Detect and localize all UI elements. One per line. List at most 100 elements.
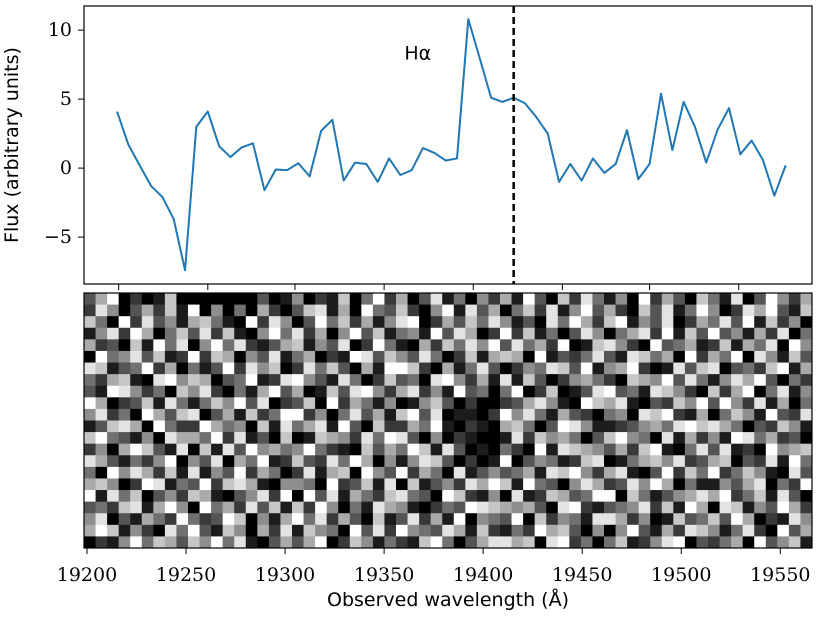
image-pixel	[604, 316, 616, 329]
image-pixel	[557, 536, 570, 549]
image-pixel	[592, 443, 605, 456]
image-pixel	[176, 350, 189, 363]
image-pixel	[569, 293, 582, 305]
image-pixel	[442, 490, 455, 503]
image-pixel	[349, 339, 362, 352]
image-pixel	[661, 420, 674, 433]
image-pixel	[292, 536, 304, 549]
image-pixel	[754, 478, 767, 491]
image-pixel	[788, 362, 801, 375]
image-pixel	[546, 536, 559, 549]
image-pixel	[442, 339, 455, 352]
image-pixel	[141, 501, 154, 514]
image-pixel	[141, 362, 154, 375]
image-pixel	[673, 513, 686, 526]
image-pixel	[661, 293, 674, 305]
image-pixel	[268, 327, 281, 340]
image-pixel	[511, 513, 524, 526]
image-pixel	[546, 443, 559, 456]
image-pixel	[257, 501, 270, 514]
image-pixel	[684, 420, 697, 433]
image-pixel	[638, 293, 651, 305]
image-pixel	[84, 501, 96, 514]
image-pixel	[719, 420, 732, 433]
image-pixel	[430, 455, 443, 468]
image-pixel	[130, 466, 143, 479]
image-pixel	[488, 490, 501, 503]
image-pixel	[754, 466, 767, 479]
image-pixel	[245, 478, 258, 491]
image-pixel	[696, 362, 709, 375]
image-pixel	[476, 524, 489, 537]
image-pixel	[245, 350, 258, 363]
image-pixel	[500, 327, 512, 340]
image-pixel	[546, 350, 559, 363]
image-pixel	[164, 420, 177, 433]
image-pixel	[684, 316, 697, 329]
image-pixel	[153, 501, 166, 514]
image-pixel	[534, 304, 547, 317]
image-pixel	[569, 362, 582, 375]
image-pixel	[268, 420, 281, 433]
image-pixel	[511, 293, 524, 305]
image-pixel	[188, 385, 200, 398]
image-pixel	[719, 501, 732, 514]
image-pixel	[257, 490, 270, 503]
image-pixel	[303, 524, 316, 537]
image-pixel	[234, 408, 247, 421]
image-pixel	[315, 350, 328, 363]
image-pixel	[303, 304, 316, 317]
image-pixel	[661, 466, 674, 479]
image-pixel	[708, 327, 720, 340]
image-pixel	[580, 420, 593, 433]
image-pixel	[580, 432, 593, 445]
image-pixel	[95, 478, 108, 491]
image-pixel	[800, 316, 813, 329]
image-pixel	[523, 327, 536, 340]
image-pixel	[696, 293, 709, 305]
image-pixel	[511, 501, 524, 514]
image-pixel	[396, 397, 408, 410]
image-pixel	[338, 362, 351, 375]
image-pixel	[234, 350, 247, 363]
image-pixel	[384, 397, 397, 410]
image-pixel	[303, 501, 316, 514]
image-pixel	[141, 466, 154, 479]
image-pixel	[303, 536, 316, 549]
image-pixel	[696, 513, 709, 526]
image-pixel	[615, 408, 628, 421]
image-pixel	[419, 478, 432, 491]
image-pixel	[303, 408, 316, 421]
image-pixel	[361, 490, 374, 503]
image-pixel	[650, 420, 663, 433]
image-pixel	[107, 385, 120, 398]
image-pixel	[442, 293, 455, 305]
image-pixel	[453, 362, 466, 375]
image-pixel	[95, 420, 108, 433]
image-pixel	[708, 466, 720, 479]
image-pixel	[372, 304, 385, 317]
image-pixel	[234, 536, 247, 549]
image-pixel	[384, 536, 397, 549]
image-pixel	[141, 316, 154, 329]
image-pixel	[430, 490, 443, 503]
image-pixel	[326, 293, 339, 305]
image-pixel	[442, 385, 455, 398]
image-pixel	[130, 501, 143, 514]
image-pixel	[511, 524, 524, 537]
image-pixel	[326, 374, 339, 387]
image-pixel	[153, 466, 166, 479]
image-pixel	[696, 501, 709, 514]
image-pixel	[315, 443, 328, 456]
image-pixel	[465, 524, 478, 537]
image-pixel	[245, 443, 258, 456]
image-pixel	[419, 362, 432, 375]
image-pixel	[107, 478, 120, 491]
image-pixel	[419, 536, 432, 549]
image-pixel	[453, 350, 466, 363]
image-pixel	[268, 513, 281, 526]
image-pixel	[245, 316, 258, 329]
image-pixel	[534, 443, 547, 456]
image-pixel	[788, 316, 801, 329]
image-pixel	[534, 397, 547, 410]
